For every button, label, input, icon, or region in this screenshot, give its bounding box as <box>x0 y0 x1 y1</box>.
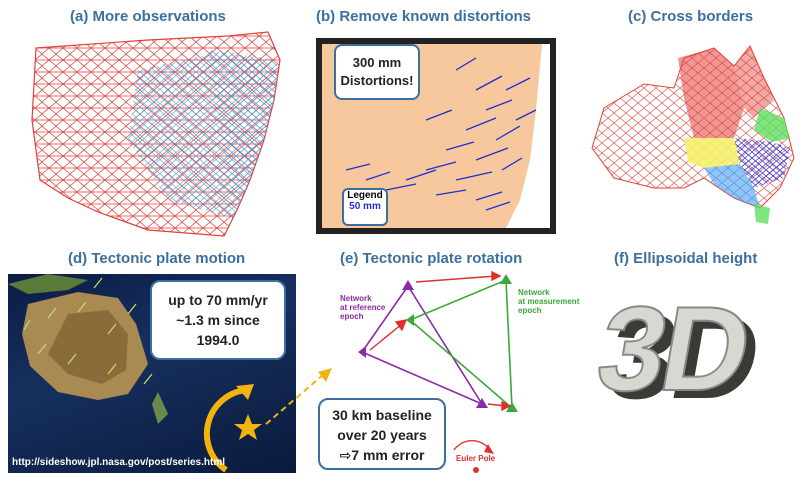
distortion-callout-line1: 300 mm <box>352 55 402 70</box>
panel-a-network-map <box>28 30 286 246</box>
panel-e-title: (e) Tectonic plate rotation <box>340 250 523 267</box>
network-meas-line2: at measurement <box>518 297 580 306</box>
network-meas-line3: epoch <box>518 306 542 315</box>
distortion-callout-line2: Distortions! <box>340 73 414 88</box>
network-ref-line3: epoch <box>340 312 364 321</box>
source-url: http://sideshow.jpl.nasa.gov/post/series… <box>12 457 225 468</box>
distortion-callout: 300 mm Distortions! <box>334 44 420 100</box>
panel-d-title: (d) Tectonic plate motion <box>68 250 246 267</box>
network-ref-line2: at reference <box>340 303 386 312</box>
dashed-arrow <box>265 368 332 425</box>
baseline-callout: 30 km baseline over 20 years ⇨7 mm error <box>318 398 446 470</box>
big-3d-text: 3D <box>587 281 758 417</box>
network-ref-line1: Network <box>340 294 372 303</box>
network-ref-label: Network at reference epoch <box>340 294 385 321</box>
plate-motion-callout: up to 70 mm/yr ~1.3 m since 1994.0 <box>150 280 286 360</box>
baseline-line1: 30 km baseline <box>332 407 432 423</box>
australia-network-graphic <box>591 45 795 224</box>
panel-a-title: (a) More observations <box>70 8 226 25</box>
rotation-triangles-graphic <box>358 270 518 473</box>
baseline-line2: over 20 years <box>337 427 427 443</box>
legend-title: Legend <box>347 190 383 201</box>
panel-b-distortion-map: 300 mm Distortions! Legend 50 mm <box>306 30 566 242</box>
panel-c-australia-map <box>584 38 804 224</box>
panel-f-3d-graphic: 3D 3D <box>587 281 800 434</box>
baseline-line3: ⇨7 mm error <box>339 447 425 463</box>
plate-motion-line1: up to 70 mm/yr <box>168 292 268 308</box>
panel-e-rotation-diagram: Network at reference epoch Network at me… <box>300 268 590 473</box>
legend-box: Legend 50 mm <box>342 188 388 226</box>
panel-b-title: (b) Remove known distortions <box>316 8 532 25</box>
star-icon <box>234 414 262 440</box>
panel-f-title: (f) Ellipsoidal height <box>614 250 758 267</box>
panel-c-title: (c) Cross borders <box>628 8 754 25</box>
rotation-star-graphic <box>203 384 262 473</box>
nsw-network-graphic <box>31 31 281 237</box>
network-meas-label: Network at measurement epoch <box>518 288 579 315</box>
plate-motion-graphic <box>8 274 168 424</box>
network-meas-line1: Network <box>518 288 550 297</box>
plate-motion-line3: 1994.0 <box>196 332 240 348</box>
legend-value: 50 mm <box>349 201 381 212</box>
euler-pole-dot <box>473 467 479 473</box>
panel-d-satellite-image: up to 70 mm/yr ~1.3 m since 1994.0 http:… <box>8 274 296 473</box>
plate-motion-line2: ~1.3 m since <box>176 312 260 328</box>
euler-pole-label: Euler Pole <box>456 454 496 463</box>
